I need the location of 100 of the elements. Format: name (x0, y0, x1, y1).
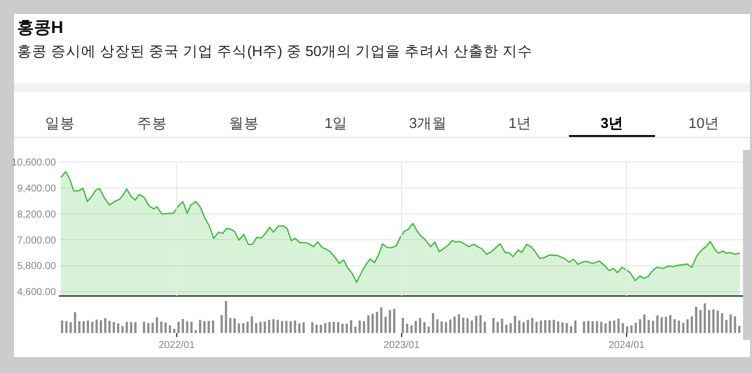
bar (186, 321, 188, 333)
bar (268, 320, 270, 333)
y-tick-label: 7,000.00 (17, 235, 56, 246)
x-tick-label: 2024/01 (608, 340, 646, 351)
bar (130, 322, 132, 333)
bar (65, 321, 68, 333)
bar (406, 324, 408, 333)
bar (674, 319, 676, 333)
bar (548, 320, 551, 333)
text: 1일 (324, 116, 348, 132)
bar (298, 323, 300, 333)
bar (738, 326, 740, 333)
bar (285, 320, 288, 333)
bar (74, 312, 76, 333)
bar (402, 318, 404, 333)
bar (324, 323, 326, 333)
bar (311, 322, 314, 333)
bar (652, 320, 654, 333)
bar (346, 324, 348, 333)
bar (686, 319, 689, 333)
bar (164, 322, 167, 333)
bar (638, 319, 642, 333)
bar (238, 323, 240, 333)
text: 1년 (508, 116, 532, 132)
bar (725, 320, 728, 333)
bar (436, 319, 438, 333)
bar (664, 316, 668, 333)
bar (280, 320, 284, 333)
bar (608, 320, 611, 333)
bar (690, 316, 693, 333)
x-tick-label: 2023/01 (384, 340, 420, 351)
bar (224, 301, 228, 333)
chart-subtitle: 홍콩 증시에 상장된 중국 기업 주식(H주) 중 50개의 기업을 추려서 산출한 지수 (17, 44, 533, 60)
y-tick-label: 9,400.00 (17, 183, 56, 194)
bar (432, 313, 434, 333)
bar (730, 314, 732, 333)
bar (561, 322, 564, 333)
bar (315, 324, 318, 333)
bar (617, 318, 620, 333)
bar (182, 318, 184, 333)
bar (194, 330, 197, 333)
bar (264, 321, 266, 333)
bar (173, 328, 176, 333)
bar (414, 320, 417, 333)
bar (699, 310, 702, 333)
bar (255, 323, 258, 333)
bar (320, 324, 322, 333)
bar (496, 322, 499, 333)
bar (704, 303, 706, 333)
bar (500, 318, 504, 333)
bar (669, 315, 672, 333)
bar (290, 321, 292, 333)
bar (380, 307, 382, 333)
bar (510, 323, 512, 333)
bar (613, 320, 616, 333)
bar (372, 314, 374, 333)
bar (492, 318, 495, 333)
bar (587, 320, 590, 333)
bar (358, 320, 361, 333)
bar (622, 323, 624, 333)
bar (242, 323, 244, 333)
bar (643, 314, 646, 333)
bar (484, 322, 486, 333)
bar (552, 320, 555, 333)
bar (388, 310, 392, 333)
bar (522, 322, 525, 333)
bar (152, 322, 154, 333)
bar (423, 322, 426, 333)
y-tick-label: 10,600.00 (12, 158, 56, 168)
bar (350, 320, 352, 333)
bar (229, 318, 232, 333)
bar (444, 322, 448, 333)
bar (596, 321, 598, 333)
bar (272, 319, 275, 333)
text: 3년 (600, 116, 624, 132)
bar (708, 310, 710, 333)
bar (108, 320, 111, 333)
bar (526, 320, 530, 333)
bar (60, 320, 64, 333)
text: 주봉 (137, 116, 167, 132)
bar (544, 320, 546, 333)
y-tick-label: 4,600.00 (17, 287, 56, 298)
bar (566, 323, 568, 333)
bar (250, 316, 253, 333)
bar (454, 316, 456, 333)
bar (208, 320, 210, 333)
bar (203, 321, 206, 333)
bar (212, 320, 214, 333)
bar (341, 324, 344, 333)
bar (557, 321, 560, 333)
bar (592, 321, 594, 333)
bar (393, 308, 396, 333)
bar (540, 320, 542, 333)
bar (419, 318, 422, 333)
bar (294, 320, 296, 333)
bar (160, 321, 162, 333)
bar (449, 320, 452, 333)
bar (332, 322, 335, 333)
bar (362, 321, 366, 333)
bar (78, 321, 80, 333)
